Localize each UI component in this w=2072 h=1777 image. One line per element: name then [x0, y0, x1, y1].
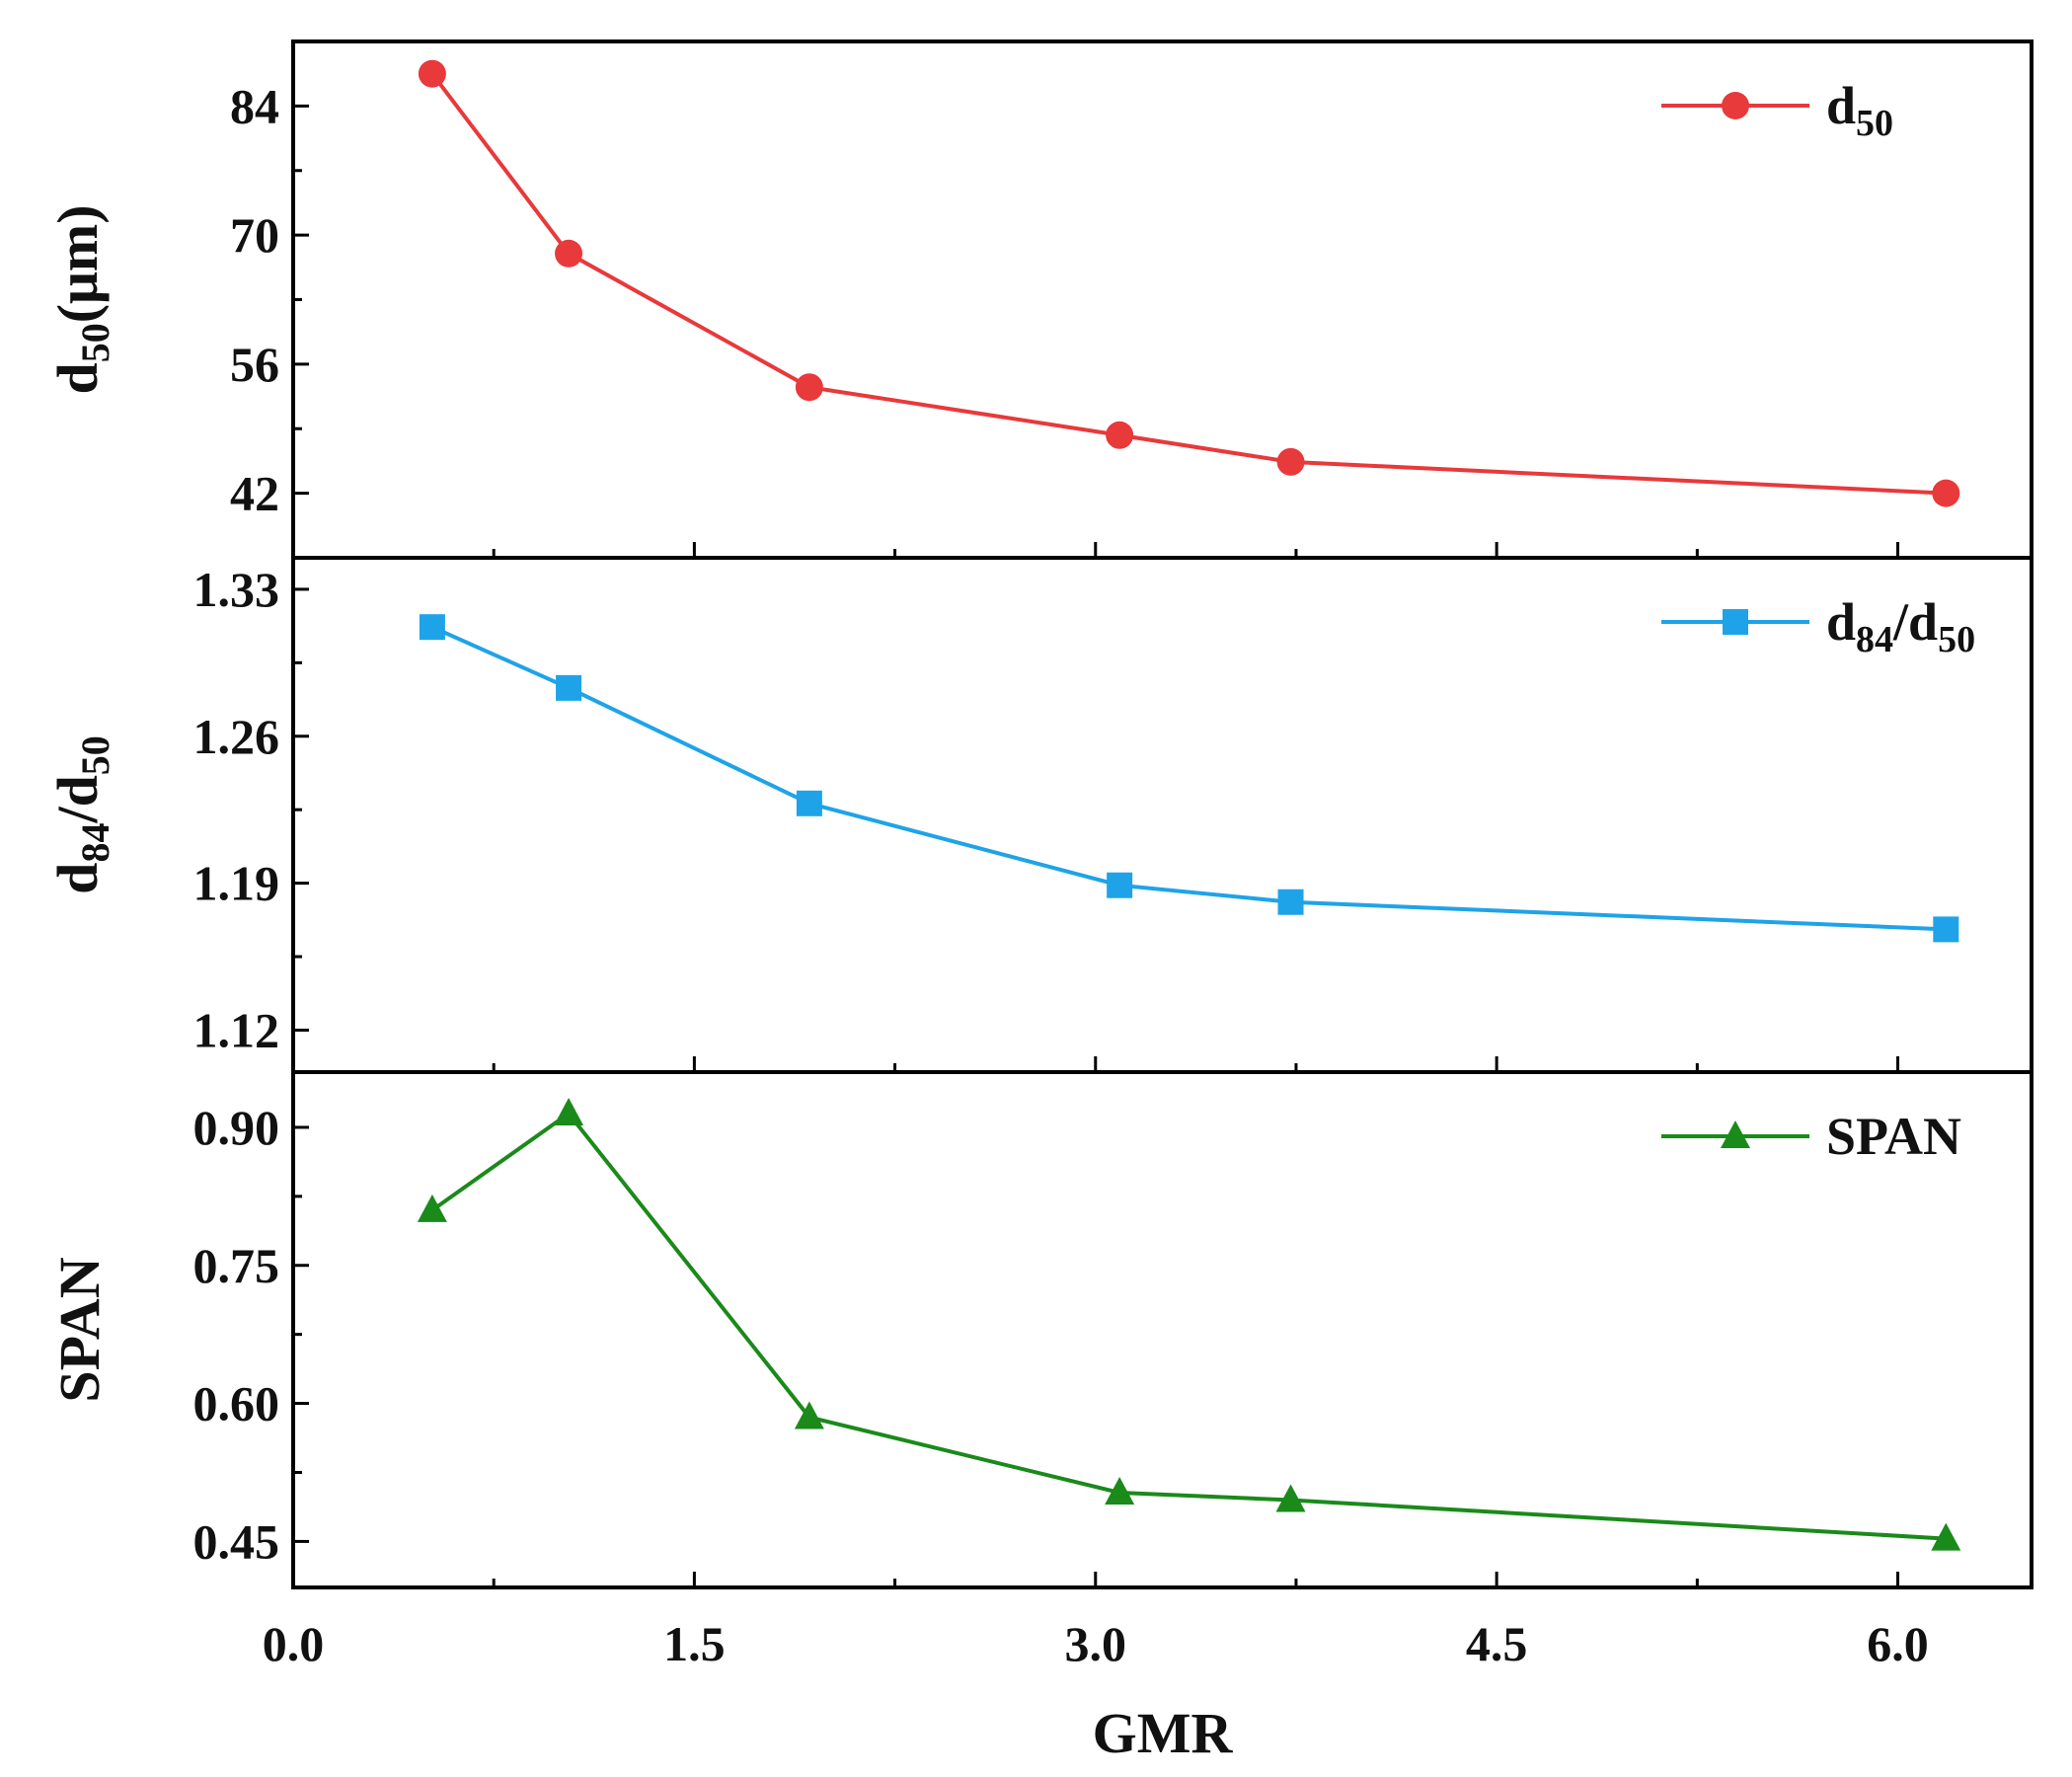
legend-label: d50	[1826, 76, 1893, 144]
legend-span: SPAN	[1661, 1107, 1961, 1166]
y-axis-title: d84/d50	[45, 735, 117, 894]
data-point	[1723, 609, 1748, 635]
x-tick-label: 0.0	[263, 1616, 325, 1671]
y-tick-label: 0.75	[193, 1238, 280, 1293]
y-tick-label: 84	[230, 78, 279, 133]
legend-label: d84/d50	[1826, 592, 1975, 660]
data-point	[1277, 888, 1304, 915]
data-point	[1276, 447, 1305, 476]
data-point	[418, 59, 446, 88]
data-point	[795, 373, 823, 402]
data-point	[1275, 1484, 1306, 1512]
y-tick-label: 0.90	[193, 1100, 280, 1155]
data-point	[554, 1097, 584, 1125]
data-point	[1932, 479, 1960, 507]
y-tick-label: 0.60	[193, 1376, 280, 1431]
x-axis: 0.0 1.5 3.0 4.5 6.0	[263, 1616, 1929, 1671]
panel-span: 0.45 0.60 0.75 0.90 SPAN SPAN	[47, 1070, 2034, 1589]
series-line-ratio	[431, 625, 1947, 932]
data-point	[556, 674, 582, 701]
legend-label: SPAN	[1826, 1107, 1961, 1166]
y-tick-label: 70	[230, 207, 279, 263]
data-point	[555, 239, 583, 268]
data-point	[1721, 1120, 1750, 1148]
data-point	[1722, 92, 1749, 119]
legend-ratio: d84/d50	[1661, 592, 1975, 660]
panel-frame	[291, 1070, 2034, 1589]
panel-frame	[291, 39, 2034, 560]
y-tick-label: 42	[230, 466, 279, 521]
x-tick-label: 6.0	[1867, 1616, 1929, 1671]
y-tick-label: 1.26	[193, 709, 280, 764]
y-tick-label: 1.33	[193, 562, 280, 617]
y-tick-label: 56	[230, 337, 279, 392]
y-tick-label: 0.45	[193, 1513, 280, 1569]
legend-d50: d50	[1661, 76, 1893, 144]
data-point	[1931, 1522, 1961, 1551]
y-tick-label: 1.19	[193, 856, 280, 911]
chart-panels: 42 56 70 84 d50(μm) d50 1.12 1.19 1.26 1.33 d84/d5…	[45, 39, 2034, 1589]
data-point	[794, 1401, 824, 1429]
y-axis-title: SPAN	[47, 1257, 112, 1402]
data-point	[419, 614, 445, 641]
data-point	[1105, 1476, 1135, 1505]
series-line-span	[430, 1111, 1947, 1541]
x-tick-label: 3.0	[1065, 1616, 1127, 1671]
x-axis-title: GMR	[1093, 1701, 1234, 1765]
y-axis-title: d50(μm)	[45, 204, 117, 394]
data-point	[1106, 421, 1134, 449]
panel-ratio: 1.12 1.19 1.26 1.33 d84/d50 d84/d50	[45, 556, 2034, 1074]
data-point	[796, 790, 822, 816]
panel-frame	[291, 556, 2034, 1074]
data-point	[417, 1194, 447, 1222]
panel-d50: 42 56 70 84 d50(μm) d50	[45, 39, 2034, 560]
series-line-d50	[430, 72, 1947, 496]
data-point	[1933, 916, 1959, 943]
data-point	[1107, 872, 1133, 898]
x-tick-label: 1.5	[663, 1616, 726, 1671]
x-tick-label: 4.5	[1466, 1616, 1528, 1671]
y-tick-label: 1.12	[193, 1002, 280, 1057]
